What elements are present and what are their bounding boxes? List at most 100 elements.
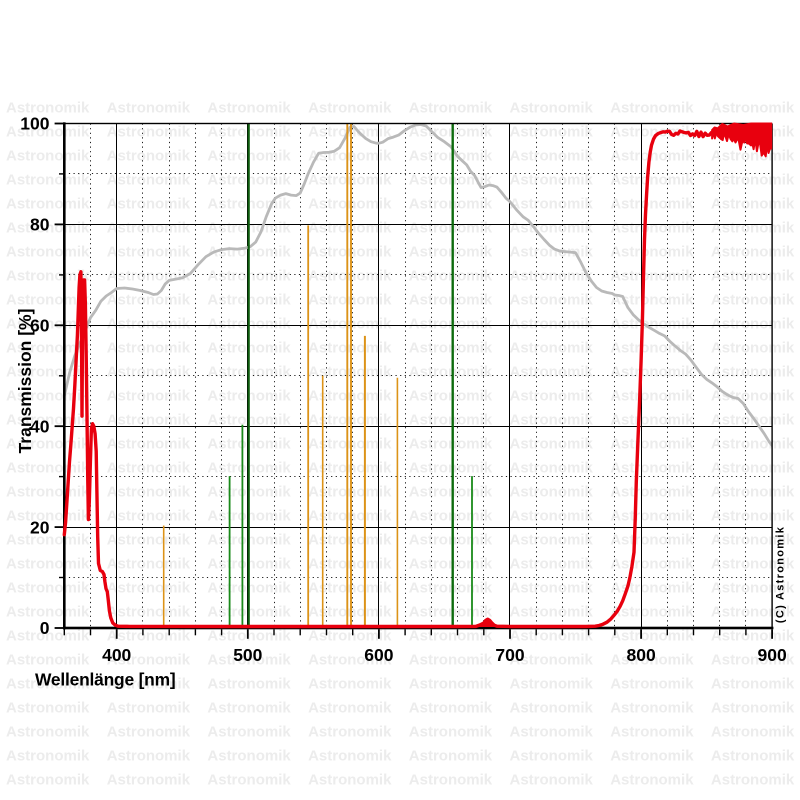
svg-text:Astronomik: Astronomik <box>610 700 694 717</box>
svg-text:Astronomik: Astronomik <box>711 772 795 789</box>
svg-text:Astronomik: Astronomik <box>711 460 795 477</box>
svg-text:Astronomik: Astronomik <box>6 580 90 597</box>
svg-text:Astronomik: Astronomik <box>409 340 493 357</box>
svg-text:Astronomik: Astronomik <box>610 148 694 165</box>
svg-text:Astronomik: Astronomik <box>711 484 795 501</box>
svg-text:Astronomik: Astronomik <box>510 316 594 333</box>
svg-text:Astronomik: Astronomik <box>409 148 493 165</box>
svg-text:Astronomik: Astronomik <box>510 676 594 693</box>
svg-text:Astronomik: Astronomik <box>711 220 795 237</box>
svg-text:Astronomik: Astronomik <box>610 220 694 237</box>
svg-text:Astronomik: Astronomik <box>6 556 90 573</box>
svg-text:Astronomik: Astronomik <box>711 148 795 165</box>
svg-text:Astronomik: Astronomik <box>711 268 795 285</box>
svg-text:Astronomik: Astronomik <box>6 652 90 669</box>
svg-text:Astronomik: Astronomik <box>510 748 594 765</box>
svg-text:Astronomik: Astronomik <box>610 460 694 477</box>
svg-text:Astronomik: Astronomik <box>6 604 90 621</box>
svg-text:Astronomik: Astronomik <box>107 388 191 405</box>
svg-text:Astronomik: Astronomik <box>207 676 291 693</box>
svg-text:Astronomik: Astronomik <box>107 628 191 645</box>
svg-text:Astronomik: Astronomik <box>510 724 594 741</box>
svg-text:Astronomik: Astronomik <box>510 124 594 141</box>
svg-text:Astronomik: Astronomik <box>711 292 795 309</box>
svg-text:Astronomik: Astronomik <box>409 484 493 501</box>
svg-text:60: 60 <box>30 316 50 336</box>
svg-text:Astronomik: Astronomik <box>711 532 795 549</box>
svg-text:Astronomik: Astronomik <box>610 436 694 453</box>
svg-text:Astronomik: Astronomik <box>711 196 795 213</box>
svg-text:500: 500 <box>233 645 262 665</box>
svg-text:Astronomik: Astronomik <box>207 724 291 741</box>
svg-text:Astronomik: Astronomik <box>409 604 493 621</box>
svg-text:Astronomik: Astronomik <box>409 508 493 525</box>
svg-text:Astronomik: Astronomik <box>510 652 594 669</box>
svg-text:Astronomik: Astronomik <box>107 772 191 789</box>
svg-text:Astronomik: Astronomik <box>711 100 795 117</box>
svg-text:Astronomik: Astronomik <box>610 244 694 261</box>
svg-text:20: 20 <box>30 517 50 537</box>
svg-text:Astronomik: Astronomik <box>409 100 493 117</box>
svg-text:Astronomik: Astronomik <box>107 148 191 165</box>
svg-text:Astronomik: Astronomik <box>409 724 493 741</box>
svg-text:Astronomik: Astronomik <box>107 220 191 237</box>
svg-text:Astronomik: Astronomik <box>308 724 392 741</box>
svg-text:Astronomik: Astronomik <box>711 676 795 693</box>
svg-text:Astronomik: Astronomik <box>510 532 594 549</box>
svg-text:Astronomik: Astronomik <box>6 292 90 309</box>
svg-text:Astronomik: Astronomik <box>107 100 191 117</box>
svg-text:Astronomik: Astronomik <box>6 316 90 333</box>
svg-text:Astronomik: Astronomik <box>711 556 795 573</box>
svg-text:Astronomik: Astronomik <box>510 412 594 429</box>
svg-text:Astronomik: Astronomik <box>610 604 694 621</box>
svg-text:Astronomik: Astronomik <box>510 148 594 165</box>
svg-text:Astronomik: Astronomik <box>409 580 493 597</box>
svg-text:Astronomik: Astronomik <box>6 484 90 501</box>
svg-text:600: 600 <box>364 645 393 665</box>
svg-text:Astronomik: Astronomik <box>409 364 493 381</box>
svg-text:Astronomik: Astronomik <box>610 100 694 117</box>
svg-text:Astronomik: Astronomik <box>610 364 694 381</box>
svg-text:Astronomik: Astronomik <box>409 388 493 405</box>
svg-text:Astronomik: Astronomik <box>409 244 493 261</box>
svg-text:Astronomik: Astronomik <box>308 628 392 645</box>
svg-text:Astronomik: Astronomik <box>308 700 392 717</box>
svg-text:Astronomik: Astronomik <box>6 748 90 765</box>
svg-text:Astronomik: Astronomik <box>610 292 694 309</box>
svg-text:Astronomik: Astronomik <box>610 772 694 789</box>
svg-text:Astronomik: Astronomik <box>6 508 90 525</box>
svg-text:Astronomik: Astronomik <box>6 340 90 357</box>
svg-text:Astronomik: Astronomik <box>510 388 594 405</box>
svg-text:Astronomik: Astronomik <box>409 412 493 429</box>
svg-text:Astronomik: Astronomik <box>711 508 795 525</box>
svg-text:Astronomik: Astronomik <box>711 748 795 765</box>
svg-text:Astronomik: Astronomik <box>409 316 493 333</box>
svg-text:Astronomik: Astronomik <box>610 724 694 741</box>
svg-text:Astronomik: Astronomik <box>711 364 795 381</box>
svg-text:Astronomik: Astronomik <box>6 388 90 405</box>
svg-text:Astronomik: Astronomik <box>6 100 90 117</box>
svg-text:100: 100 <box>20 114 49 134</box>
svg-text:Astronomik: Astronomik <box>510 772 594 789</box>
svg-text:Astronomik: Astronomik <box>207 652 291 669</box>
svg-text:Astronomik: Astronomik <box>409 172 493 189</box>
svg-text:Astronomik: Astronomik <box>409 628 493 645</box>
svg-text:Astronomik: Astronomik <box>6 244 90 261</box>
svg-text:Astronomik: Astronomik <box>107 532 191 549</box>
svg-text:Astronomik: Astronomik <box>107 268 191 285</box>
svg-text:Astronomik: Astronomik <box>107 484 191 501</box>
svg-text:Astronomik: Astronomik <box>107 748 191 765</box>
svg-text:Astronomik: Astronomik <box>107 196 191 213</box>
svg-text:Astronomik: Astronomik <box>711 412 795 429</box>
svg-text:Astronomik: Astronomik <box>308 652 392 669</box>
svg-text:Astronomik: Astronomik <box>6 172 90 189</box>
svg-text:Astronomik: Astronomik <box>409 772 493 789</box>
svg-text:Astronomik: Astronomik <box>510 340 594 357</box>
svg-text:Astronomik: Astronomik <box>6 724 90 741</box>
svg-text:Astronomik: Astronomik <box>6 532 90 549</box>
svg-text:Astronomik: Astronomik <box>510 508 594 525</box>
svg-text:Astronomik: Astronomik <box>510 244 594 261</box>
svg-text:Astronomik: Astronomik <box>610 676 694 693</box>
svg-text:Astronomik: Astronomik <box>6 628 90 645</box>
svg-text:Astronomik: Astronomik <box>711 580 795 597</box>
